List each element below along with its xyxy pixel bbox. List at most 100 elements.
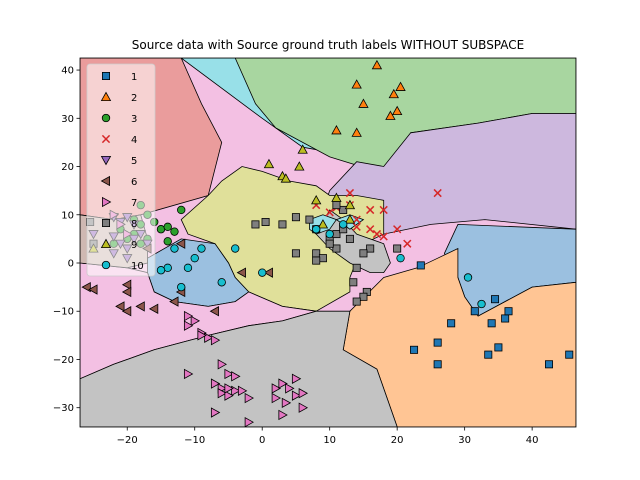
point-class-8 [325, 239, 334, 248]
point-class-1 [433, 360, 442, 369]
legend-marker-9 [100, 238, 112, 249]
point-class-8 [359, 292, 368, 301]
point-class-7 [183, 310, 194, 322]
point-class-4 [325, 208, 334, 217]
point-class-3 [163, 237, 172, 246]
point-class-8 [352, 263, 361, 272]
point-class-8 [291, 213, 300, 222]
point-class-6 [135, 301, 145, 312]
point-class-2 [351, 127, 362, 137]
point-class-7 [217, 359, 228, 370]
point-class-4 [393, 225, 402, 234]
point-class-8 [251, 220, 260, 229]
legend-marker-2 [100, 91, 112, 101]
x-tick-label: 0 [259, 435, 265, 446]
point-class-10 [183, 263, 193, 273]
y-tick-label: 10 [61, 210, 74, 221]
legend-marker-7 [102, 196, 112, 208]
legend-label-7: 7 [131, 198, 137, 209]
point-class-10 [231, 244, 240, 253]
point-class-7 [244, 416, 255, 427]
x-tick-label: 40 [526, 435, 539, 446]
point-class-10 [258, 268, 267, 277]
point-class-4 [379, 232, 388, 241]
point-class-7 [298, 402, 309, 413]
point-class-7 [237, 385, 248, 397]
point-class-2 [385, 110, 396, 120]
point-class-7 [217, 388, 228, 399]
point-class-8 [332, 230, 341, 239]
point-class-9 [317, 219, 329, 229]
point-class-7 [197, 330, 207, 341]
point-class-4 [372, 229, 382, 239]
point-class-7 [281, 397, 292, 409]
point-class-10 [190, 253, 199, 263]
x-tick-label: 10 [323, 435, 336, 446]
legend-marker-1 [102, 72, 111, 81]
point-class-8 [393, 244, 402, 253]
legend-marker-5 [100, 155, 112, 166]
point-class-1 [433, 338, 442, 347]
point-class-10 [463, 273, 473, 282]
point-class-8 [312, 256, 321, 265]
point-class-7 [210, 407, 221, 418]
point-class-8 [261, 217, 270, 226]
point-class-2 [331, 125, 342, 135]
point-class-1 [484, 350, 493, 359]
point-class-1 [504, 307, 513, 316]
legend-label-9: 9 [131, 240, 137, 251]
point-class-9 [331, 192, 342, 202]
legend-label-3: 3 [131, 114, 137, 125]
point-class-6 [88, 284, 98, 295]
point-class-8 [366, 244, 375, 253]
legend-label-6: 6 [131, 177, 137, 188]
point-class-8 [291, 249, 300, 258]
point-class-8 [332, 244, 341, 253]
point-class-2 [371, 59, 383, 70]
point-class-1 [565, 350, 574, 359]
point-class-10 [177, 282, 186, 292]
point-class-10 [170, 244, 179, 253]
point-class-2 [391, 105, 403, 116]
point-class-10 [325, 229, 334, 239]
point-class-8 [339, 205, 348, 214]
point-class-6 [236, 267, 246, 278]
point-class-9 [311, 194, 322, 205]
point-class-7 [285, 383, 295, 394]
point-class-6 [263, 267, 273, 278]
point-class-8 [305, 215, 314, 224]
point-class-2 [388, 88, 399, 99]
point-class-6 [115, 301, 125, 312]
point-class-10 [339, 220, 348, 229]
plot-frame [79, 57, 577, 428]
y-tick-label: 30 [61, 114, 74, 125]
point-class-7 [183, 320, 194, 331]
legend-marker-8 [102, 218, 111, 227]
point-class-7 [224, 390, 234, 401]
point-class-7 [190, 315, 201, 327]
legend-marker-4 [101, 134, 111, 144]
y-axis: −30 −20 −10 0 10 20 30 40 [53, 66, 80, 414]
point-class-2 [351, 79, 362, 89]
point-class-3 [170, 227, 179, 236]
point-class-9 [344, 199, 356, 210]
legend-box [86, 63, 156, 277]
point-class-10 [396, 253, 405, 263]
point-class-1 [416, 261, 425, 270]
point-class-7 [298, 388, 309, 399]
point-class-4 [433, 188, 442, 198]
point-class-8 [345, 234, 354, 243]
point-class-4 [352, 215, 361, 224]
point-class-6 [121, 279, 132, 290]
x-tick-label: 20 [391, 435, 404, 446]
region-class-8 [80, 310, 398, 427]
chart-title: Source data with Source ground truth lab… [132, 38, 525, 52]
point-class-7 [210, 378, 221, 389]
decision-regions [80, 58, 576, 427]
point-class-7 [271, 392, 282, 404]
legend-marker-10 [101, 260, 111, 270]
point-class-9 [297, 144, 308, 154]
legend-label-10: 10 [131, 261, 144, 272]
point-class-3 [177, 205, 186, 215]
